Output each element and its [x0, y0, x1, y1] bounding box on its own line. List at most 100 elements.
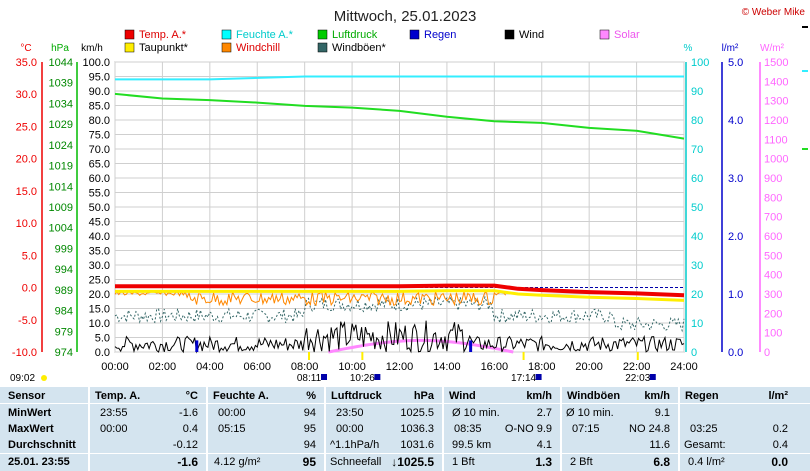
humidity-min: 94: [303, 407, 316, 419]
humidity-tick-label: 90: [691, 86, 703, 98]
humidity-tick-label: 100: [691, 57, 709, 69]
temp-tick-label: 20.0: [16, 154, 37, 166]
gust-column: Windböen km/h Ø 10 min. 9.1 07:15 NO 24.…: [562, 387, 678, 471]
gust-max-time: 07:15: [572, 423, 600, 435]
x-tick-label: 12:00: [386, 361, 414, 373]
row-label-avg: Durchschnitt: [8, 439, 76, 451]
legend-swatch: [221, 29, 232, 40]
legend-label: Wind: [519, 29, 544, 41]
humidity-tick-label: 0: [691, 347, 697, 359]
solar-axis-label: W/m²: [760, 43, 785, 54]
pressure-tick-label: 1044: [49, 57, 73, 69]
pressure-tick-label: 1019: [49, 161, 73, 173]
event-label: 09:02: [10, 373, 35, 384]
pressure-tick-label: 979: [55, 326, 73, 338]
rain-max: 0.2: [772, 423, 788, 435]
wind-tick-label: 65.0: [89, 159, 110, 171]
temp-axis-label: °C: [20, 43, 31, 54]
rain-bar: [469, 340, 473, 352]
gust-avg: 11.6: [649, 439, 670, 451]
wind-tick-label: 40.0: [89, 231, 110, 243]
wind-header: Wind: [449, 390, 476, 402]
rain-tick-label: 4.0: [728, 115, 743, 127]
wind-unit: km/h: [526, 390, 552, 402]
wind-axis-label: km/h: [81, 43, 103, 54]
legend-swatch: [409, 29, 420, 40]
legend-swatch: [317, 42, 328, 53]
temperature-series: [115, 283, 685, 298]
event-label: 22:03: [625, 373, 650, 384]
legend-swatch: [599, 29, 610, 40]
rain-column: Regen l/m² 03:25 0.2 Gesamt: 0.4 0.4 l/m…: [680, 387, 796, 471]
x-tick-label: 16:00: [481, 361, 509, 373]
solar-tick-label: 1200: [764, 115, 788, 127]
rain-tick-label: 0.0: [728, 347, 743, 359]
wind-tick-label: 5.0: [95, 333, 110, 345]
solar-tick-label: 1400: [764, 76, 788, 88]
wind-tick-label: 80.0: [89, 115, 110, 127]
rain-today: 0.4 l/m²: [688, 456, 725, 468]
solar-tick-label: 0: [764, 347, 770, 359]
legend-swatch: [504, 29, 515, 40]
rain-tick-label: 1.0: [728, 289, 743, 301]
legend-label: Luftdruck: [332, 29, 378, 41]
gust-10min: 9.1: [654, 407, 670, 419]
pressure-max: 1036.3: [400, 423, 434, 435]
humidity-series: [115, 75, 684, 81]
wind-tick-label: 100.0: [82, 57, 110, 69]
legend-label: Temp. A.*: [139, 29, 187, 41]
credit-text: © Weber Mike: [742, 7, 806, 18]
moon-icon: [649, 374, 656, 380]
wind-max-time: 08:35: [454, 423, 482, 435]
temp-tick-label: 30.0: [16, 89, 37, 101]
humidity-tick-label: 80: [691, 115, 703, 127]
wind-tick-label: 10.0: [89, 318, 110, 330]
humidity-header: Feuchte A.: [213, 390, 269, 402]
pressure-column: Luftdruck hPa 23:50 1025.5 00:00 1036.3 …: [326, 387, 442, 471]
humidity-tick-label: 20: [691, 289, 703, 301]
x-tick-label: 02:00: [149, 361, 177, 373]
gust-header: Windböen: [567, 390, 621, 402]
row-label-max: MaxWert: [8, 423, 54, 435]
humidity-min-time: 00:00: [218, 407, 246, 419]
pressure-avg: 1031.6: [400, 439, 434, 451]
temp-max-time: 00:00: [100, 423, 128, 435]
edge-marker: [802, 26, 808, 28]
event-label: 08:11: [297, 373, 322, 384]
temp-tick-label: 5.0: [22, 250, 37, 262]
humidity-column: Feuchte A. % 00:00 94 05:15 95 94 4.12 g…: [208, 387, 324, 471]
moon-icon: [374, 374, 381, 380]
temp-tick-label: -5.0: [18, 315, 37, 327]
legend-label: Taupunkt*: [139, 42, 189, 54]
wind-tick-label: 60.0: [89, 173, 110, 185]
row-label-current: 25.01. 23:55: [8, 456, 70, 468]
temp-tick-label: 15.0: [16, 186, 37, 198]
event-label: 17:14: [511, 373, 536, 384]
rain-header: Regen: [685, 390, 719, 402]
rain-tick-label: 3.0: [728, 173, 743, 185]
x-tick-label: 20:00: [575, 361, 603, 373]
gust-min-label: Ø 10 min.: [566, 407, 614, 419]
legend-swatch: [317, 29, 328, 40]
rain-total-label: Gesamt:: [684, 439, 726, 451]
windchill-series: [114, 290, 507, 307]
solar-tick-label: 800: [764, 192, 782, 204]
pressure-tick-label: 1024: [49, 140, 73, 152]
wind-distance: 99.5 km: [452, 439, 492, 451]
temp-tick-label: 0.0: [22, 283, 37, 295]
wind-tick-label: 45.0: [89, 217, 110, 229]
wind-tick-label: 75.0: [89, 130, 110, 142]
wind-avg: 4.1: [536, 439, 552, 451]
moon-icon: [535, 374, 542, 380]
humidity-axis-label: %: [684, 43, 693, 54]
temp-tick-label: 25.0: [16, 121, 37, 133]
event-label: 10:26: [350, 373, 375, 384]
solar-tick-label: 900: [764, 173, 782, 185]
temp-tick-label: -10.0: [12, 347, 37, 359]
humidity-current: 95: [302, 455, 316, 469]
solar-tick-label: 1100: [764, 134, 788, 146]
pressure-forecast: Schneefall: [330, 456, 382, 468]
x-tick-label: 10:00: [338, 361, 366, 373]
humidity-max-time: 05:15: [218, 423, 246, 435]
humidity-unit: %: [306, 390, 316, 402]
